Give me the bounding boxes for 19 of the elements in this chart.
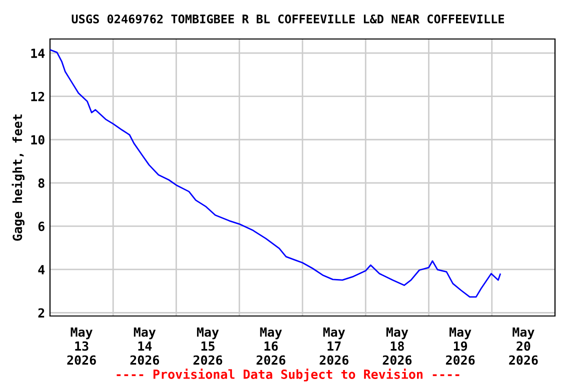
y-tick-label: 6 [38,222,44,232]
y-tick-label: 14 [31,48,45,58]
y-tick-label: 10 [31,135,44,145]
y-tick-label: 2 [38,308,44,318]
x-tick-label: May 14 2026 [130,327,160,365]
x-tick-label: May 18 2026 [382,327,412,365]
x-tick-label: May 20 2026 [509,327,538,365]
text: ---- Provisional Data Subject to Revision ---- [116,368,460,382]
line-series [50,49,501,298]
x-tick-label: May 17 2026 [320,327,348,365]
y-tick-label: 12 [31,92,44,102]
x-tick-label: May 15 2026 [193,327,222,365]
y-axis-title: Gage height, feet [12,114,25,241]
x-tick-label: May 19 2026 [446,327,475,365]
chart-title: USGS 02469762 TOMBIGBEE R BL COFFEEVILLE L&D NEAR COFFEEVILLE [72,14,504,24]
y-tick-label: 4 [38,265,45,274]
x-tick-label: May 13 2026 [67,327,96,365]
y-tick-label: 8 [38,178,44,188]
x-tick-label: May 16 2026 [256,327,286,365]
